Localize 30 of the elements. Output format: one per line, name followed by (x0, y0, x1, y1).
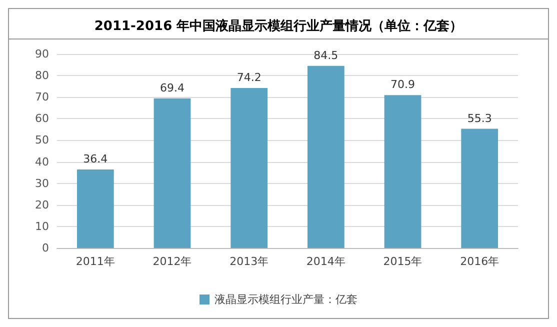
bar (384, 95, 422, 248)
data-label: 84.5 (314, 48, 338, 62)
y-tick-label: 50 (35, 134, 49, 147)
x-tick-label: 2014年 (306, 255, 346, 268)
y-tick-label: 10 (35, 220, 49, 233)
y-tick-label: 30 (35, 176, 49, 190)
y-tick-label: 70 (35, 90, 49, 104)
y-tick-label: 20 (35, 198, 49, 212)
y-tick-label: 40 (35, 155, 49, 168)
y-tick-label: 90 (35, 48, 49, 60)
data-label: 55.3 (467, 112, 492, 125)
data-label: 74.2 (236, 71, 262, 84)
y-tick-label: 0 (42, 242, 49, 254)
bar (154, 98, 191, 248)
bar (76, 170, 114, 248)
data-label: 70.9 (390, 78, 415, 92)
chart-title: 2011-2016 年中国液晶显示模组行业产量情况（单位：亿套） (94, 18, 463, 34)
data-label: 69.4 (160, 81, 184, 94)
bar (307, 66, 344, 248)
y-tick-label: 60 (35, 112, 49, 126)
x-tick-label: 2012年 (152, 255, 192, 268)
legend-label: 液晶显示模组行业产量：亿套 (214, 293, 358, 306)
x-tick-label: 2011年 (76, 255, 115, 268)
x-tick-label: 2013年 (230, 255, 269, 268)
y-tick-label: 80 (35, 69, 49, 82)
bar (461, 128, 498, 248)
x-tick-label: 2016年 (460, 255, 500, 268)
data-label: 36.4 (83, 152, 108, 166)
x-tick-label: 2015年 (383, 255, 422, 268)
bar (230, 88, 268, 248)
